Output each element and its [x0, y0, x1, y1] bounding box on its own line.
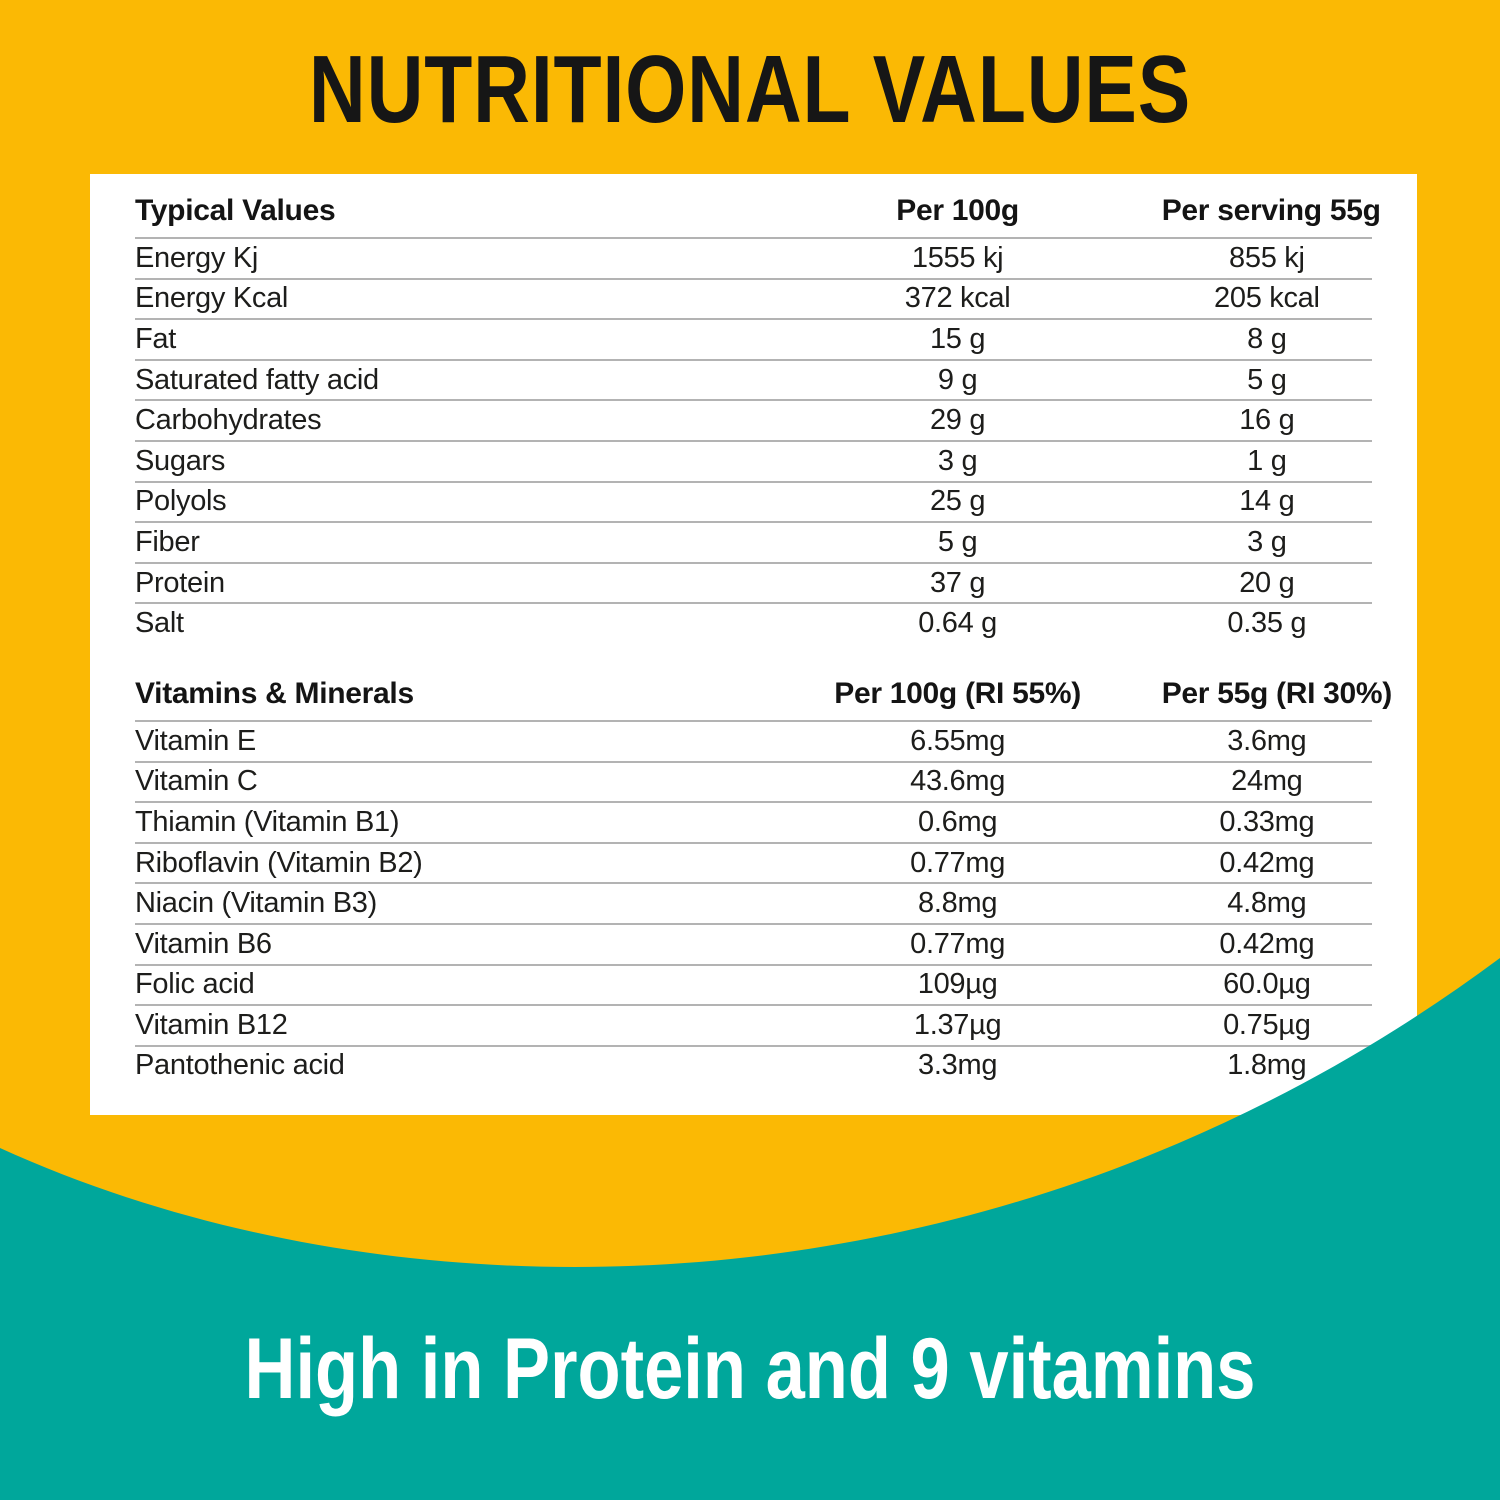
value-per-100g: 6.55mg [910, 724, 1006, 757]
value-per-serving: 0.33mg [1219, 805, 1315, 838]
table-row: Vitamin B6 0.77mg 0.42mg [135, 922, 1372, 964]
row-label: Protein [135, 566, 225, 599]
value-per-100g: 372 kcal [904, 282, 1011, 315]
value-per-serving: 16 g [1239, 404, 1295, 437]
column-per-serving: Per serving 55g [1161, 194, 1381, 227]
value-per-serving: 0.35 g [1227, 607, 1307, 640]
table-row: Saturated fatty acid 9 g 5 g [135, 358, 1372, 400]
row-label: Vitamin C [135, 765, 258, 798]
row-label: Fiber [135, 525, 200, 558]
table-row: Thiamin (Vitamin B1) 0.6mg 0.33mg [135, 801, 1372, 842]
row-label: Niacin (Vitamin B3) [135, 887, 377, 920]
value-per-serving: 0.42mg [1219, 846, 1315, 879]
row-label: Polyols [135, 485, 227, 518]
value-per-serving: 1.8mg [1227, 1049, 1307, 1082]
value-per-100g: 3 g [937, 444, 978, 477]
value-per-serving: 205 kcal [1214, 282, 1320, 315]
column-per-serving: Per 55g (RI 30%) [1161, 676, 1393, 710]
value-per-100g: 15 g [929, 322, 986, 355]
table-row: Riboflavin (Vitamin B2) 0.77mg 0.42mg [135, 841, 1372, 883]
row-label: Fat [135, 322, 176, 355]
value-per-100g: 29 g [929, 404, 986, 437]
table-row: Fat 15 g 8 g [135, 318, 1372, 359]
table-row: Polyols 25 g 14 g [135, 480, 1372, 522]
row-label: Sugars [135, 444, 226, 477]
row-label: Riboflavin (Vitamin B2) [135, 846, 423, 879]
table-row: Sugars 3 g 1 g [135, 439, 1372, 481]
row-label: Carbohydrates [135, 404, 322, 437]
table-row: Niacin (Vitamin B3) 8.8mg 4.8mg [135, 882, 1372, 923]
column-label: Typical Values [135, 194, 336, 227]
table-row: Folic acid 109µg 60.0µg [135, 963, 1372, 1005]
page-title: NUTRITIONAL VALUES [308, 36, 1192, 143]
row-label: Saturated fatty acid [135, 363, 379, 396]
table-section-header: Vitamins & Minerals Per 100g (RI 55%) Per … [135, 643, 1393, 720]
table-row: Energy Kj 1555 kj 855 kj [135, 237, 1372, 278]
table-row: Vitamin E 6.55mg 3.6mg [135, 719, 1372, 761]
value-per-100g: 9 g [937, 363, 978, 396]
teal-wave-path [0, 958, 1500, 1500]
row-label: Folic acid [135, 968, 255, 1001]
row-label: Vitamin B12 [135, 1008, 288, 1041]
column-per-100g: Per 100g (RI 55%) [834, 676, 1081, 710]
value-per-100g: 0.64 g [918, 607, 998, 640]
table-row: Energy Kcal 372 kcal 205 kcal [135, 277, 1372, 319]
value-per-100g: 0.6mg [918, 805, 998, 838]
value-per-serving: 5 g [1247, 363, 1287, 396]
value-per-serving: 855 kj [1229, 241, 1305, 274]
value-per-serving: 14 g [1239, 485, 1295, 518]
tagline: High in Protein and 9 vitamins [244, 1321, 1256, 1417]
table-row: Protein 37 g 20 g [135, 561, 1372, 603]
value-per-serving: 8 g [1247, 322, 1287, 355]
value-per-100g: 1555 kj [911, 241, 1004, 274]
table-row: Salt 0.64 g 0.35 g [135, 602, 1372, 643]
value-per-serving: 24mg [1231, 765, 1303, 798]
table-section-header: Typical Values Per 100g Per serving 55g [135, 174, 1381, 237]
value-per-serving: 4.8mg [1227, 887, 1307, 920]
value-per-serving: 1 g [1247, 444, 1287, 477]
table-row: Pantothenic acid 3.3mg 1.8mg [135, 1044, 1372, 1086]
table-row: Vitamin B12 1.37µg 0.75µg [135, 1004, 1372, 1045]
row-label: Energy Kj [135, 241, 259, 274]
row-label: Pantothenic acid [135, 1049, 345, 1082]
value-per-100g: 25 g [929, 485, 986, 518]
value-per-100g: 1.37µg [913, 1008, 1002, 1041]
value-per-100g: 8.8mg [918, 887, 998, 920]
value-per-100g: 0.77mg [910, 927, 1006, 960]
row-label: Vitamin B6 [135, 927, 272, 960]
nutrition-table: Typical Values Per 100g Per serving 55g Ene… [135, 174, 1393, 1086]
table-row: Vitamin C 43.6mg 24mg [135, 760, 1372, 802]
column-per-100g: Per 100g [896, 194, 1019, 227]
value-per-100g: 5 g [937, 525, 978, 558]
value-per-serving: 60.0µg [1223, 968, 1311, 1001]
table-row: Fiber 5 g 3 g [135, 521, 1372, 562]
table-row: Carbohydrates 29 g 16 g [135, 399, 1372, 440]
value-per-serving: 0.42mg [1219, 927, 1315, 960]
value-per-100g: 37 g [929, 566, 986, 599]
value-per-100g: 3.3mg [918, 1049, 998, 1082]
value-per-serving: 3 g [1247, 525, 1287, 558]
nutrition-card: Typical Values Per 100g Per serving 55g Ene… [90, 174, 1417, 1115]
value-per-100g: 109µg [917, 968, 998, 1001]
row-label: Salt [135, 607, 184, 640]
value-per-serving: 0.75µg [1223, 1008, 1311, 1041]
value-per-100g: 0.77mg [910, 846, 1006, 879]
row-label: Vitamin E [135, 724, 256, 757]
row-label: Energy Kcal [135, 282, 289, 315]
value-per-100g: 43.6mg [910, 765, 1006, 798]
column-label: Vitamins & Minerals [135, 676, 414, 710]
value-per-serving: 3.6mg [1227, 724, 1307, 757]
row-label: Thiamin (Vitamin B1) [135, 805, 400, 838]
value-per-serving: 20 g [1239, 566, 1295, 599]
